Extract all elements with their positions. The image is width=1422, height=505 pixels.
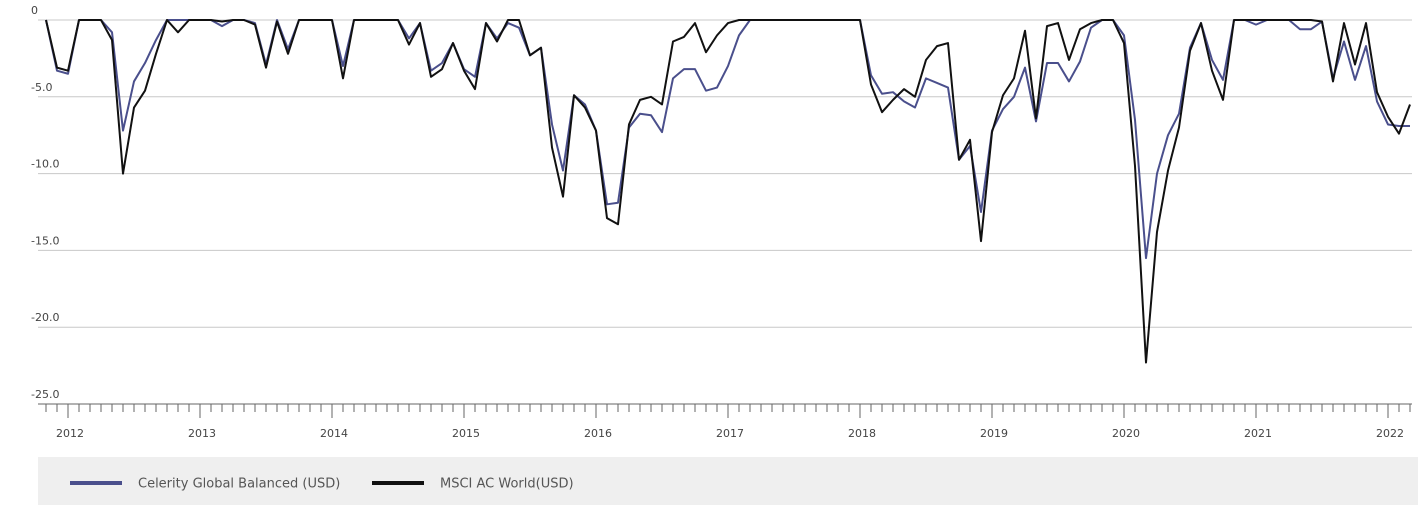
- y-tick-label: -15.0: [31, 234, 59, 247]
- y-tick-label: -25.0: [31, 388, 59, 401]
- x-tick-label: 2014: [320, 427, 348, 440]
- series-line: [45, 19, 1411, 364]
- x-tick-label: 2019: [980, 427, 1008, 440]
- x-tick-label: 2013: [188, 427, 216, 440]
- y-tick-label: 0: [31, 4, 38, 17]
- x-tick-label: 2012: [56, 427, 84, 440]
- y-tick-label: -10.0: [31, 158, 59, 171]
- x-tick-label: 2021: [1244, 427, 1272, 440]
- y-tick-label: -5.0: [31, 81, 52, 94]
- x-tick-label: 2016: [584, 427, 612, 440]
- x-tick-label: 2015: [452, 427, 480, 440]
- legend-label: Celerity Global Balanced (USD): [138, 477, 340, 492]
- legend-label: MSCI AC World(USD): [440, 477, 574, 492]
- x-tick-label: 2018: [848, 427, 876, 440]
- y-tick-label: -20.0: [31, 311, 59, 324]
- x-tick-label: 2022: [1376, 427, 1404, 440]
- x-tick-label: 2017: [716, 427, 744, 440]
- x-tick-label: 2020: [1112, 427, 1140, 440]
- series-line: [45, 19, 1410, 260]
- legend-box: [38, 457, 1418, 505]
